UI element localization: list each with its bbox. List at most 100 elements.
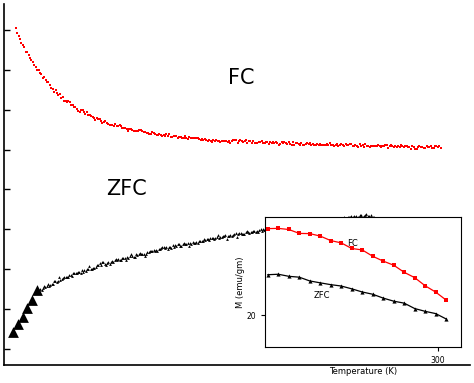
Point [118, 125, 126, 131]
Point [201, 237, 209, 243]
Point [53, 90, 61, 96]
Point [93, 115, 100, 121]
Point [132, 251, 140, 257]
Point [36, 286, 44, 293]
Point [110, 123, 118, 129]
Point [249, 138, 257, 144]
Point [369, 143, 376, 149]
Point [333, 141, 341, 147]
Text: FC: FC [228, 67, 254, 88]
Point [261, 139, 268, 146]
Point [94, 116, 102, 123]
Point [407, 234, 414, 241]
Point [111, 121, 119, 127]
Point [144, 130, 152, 136]
Point [66, 98, 73, 105]
Point [50, 278, 58, 284]
Point [410, 234, 418, 240]
Point [91, 116, 99, 123]
Point [370, 214, 378, 220]
Point [13, 30, 21, 36]
Point [238, 137, 246, 144]
Point [251, 140, 258, 146]
Point [246, 230, 253, 236]
Point [43, 283, 50, 289]
Point [410, 144, 418, 151]
Point [353, 213, 360, 219]
Point [79, 268, 87, 275]
Point [178, 243, 185, 249]
Point [399, 229, 407, 235]
Point [193, 239, 201, 245]
Point [409, 143, 416, 149]
Point [321, 218, 328, 224]
Point [403, 232, 410, 238]
Point [392, 224, 399, 231]
Point [244, 140, 251, 146]
Point [33, 67, 41, 73]
Point [210, 136, 217, 142]
Point [300, 221, 307, 228]
Point [437, 252, 445, 258]
Point [128, 253, 136, 259]
Point [160, 132, 167, 138]
Point [89, 114, 96, 120]
Point [204, 236, 211, 242]
Point [83, 266, 91, 272]
Point [158, 133, 166, 139]
Point [191, 240, 199, 246]
Point [286, 222, 293, 228]
Point [352, 142, 359, 148]
Point [426, 245, 433, 251]
Point [67, 272, 74, 278]
Point [72, 270, 80, 277]
Point [124, 128, 132, 134]
Point [313, 217, 321, 223]
Point [61, 274, 68, 280]
Point [234, 140, 241, 146]
Point [360, 144, 368, 150]
Point [284, 224, 292, 230]
Point [55, 92, 62, 98]
Point [166, 244, 174, 250]
Point [112, 256, 120, 262]
Point [83, 109, 91, 115]
Point [100, 119, 108, 125]
Point [174, 135, 182, 141]
Point [349, 142, 356, 149]
Point [360, 213, 368, 219]
Point [316, 141, 324, 147]
Point [151, 248, 159, 254]
Point [128, 126, 136, 133]
Point [312, 142, 319, 148]
Point [277, 223, 284, 229]
Point [379, 218, 387, 224]
Point [178, 135, 186, 141]
Point [171, 133, 179, 139]
Point [150, 130, 157, 136]
Point [428, 247, 436, 253]
Point [230, 231, 238, 237]
Point [40, 283, 48, 289]
Point [285, 139, 292, 146]
Point [374, 142, 382, 148]
Point [97, 262, 105, 268]
Point [290, 221, 297, 228]
Point [413, 237, 420, 244]
Point [397, 142, 405, 148]
Point [255, 139, 263, 145]
Point [436, 143, 443, 149]
Point [384, 145, 392, 151]
Point [208, 139, 216, 145]
Point [332, 214, 340, 221]
Point [293, 221, 301, 227]
Point [292, 140, 300, 146]
Point [377, 144, 385, 150]
Point [286, 141, 294, 147]
Point [107, 122, 115, 128]
Point [225, 138, 233, 144]
Point [258, 138, 265, 144]
Point [372, 215, 379, 221]
Point [341, 216, 349, 222]
Point [75, 269, 83, 275]
